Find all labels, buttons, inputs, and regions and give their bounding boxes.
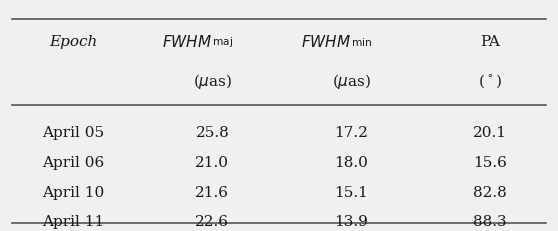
Text: 82.8: 82.8 — [473, 185, 507, 199]
Text: 15.6: 15.6 — [473, 155, 507, 169]
Text: April 05: April 05 — [42, 126, 105, 140]
Text: PA: PA — [480, 35, 500, 49]
Text: 21.6: 21.6 — [195, 185, 229, 199]
Text: Epoch: Epoch — [49, 35, 98, 49]
Text: 13.9: 13.9 — [334, 214, 368, 228]
Text: ($\mu$as): ($\mu$as) — [331, 71, 371, 90]
Text: 22.6: 22.6 — [195, 214, 229, 228]
Text: 20.1: 20.1 — [473, 126, 507, 140]
Text: 17.2: 17.2 — [334, 126, 368, 140]
Text: 25.8: 25.8 — [195, 126, 229, 140]
Text: $FWHM$: $FWHM$ — [301, 34, 351, 50]
Text: 21.0: 21.0 — [195, 155, 229, 169]
Text: 15.1: 15.1 — [334, 185, 368, 199]
Text: ($^\circ$): ($^\circ$) — [478, 72, 502, 89]
Text: 88.3: 88.3 — [473, 214, 507, 228]
Text: April 10: April 10 — [42, 185, 105, 199]
Text: ($\mu$as): ($\mu$as) — [193, 71, 232, 90]
Text: $_\mathrm{min}$: $_\mathrm{min}$ — [351, 35, 373, 49]
Text: April 06: April 06 — [42, 155, 105, 169]
Text: $_\mathrm{maj}$: $_\mathrm{maj}$ — [213, 35, 233, 49]
Text: 18.0: 18.0 — [334, 155, 368, 169]
Text: April 11: April 11 — [42, 214, 105, 228]
Text: $FWHM$: $FWHM$ — [162, 34, 213, 50]
